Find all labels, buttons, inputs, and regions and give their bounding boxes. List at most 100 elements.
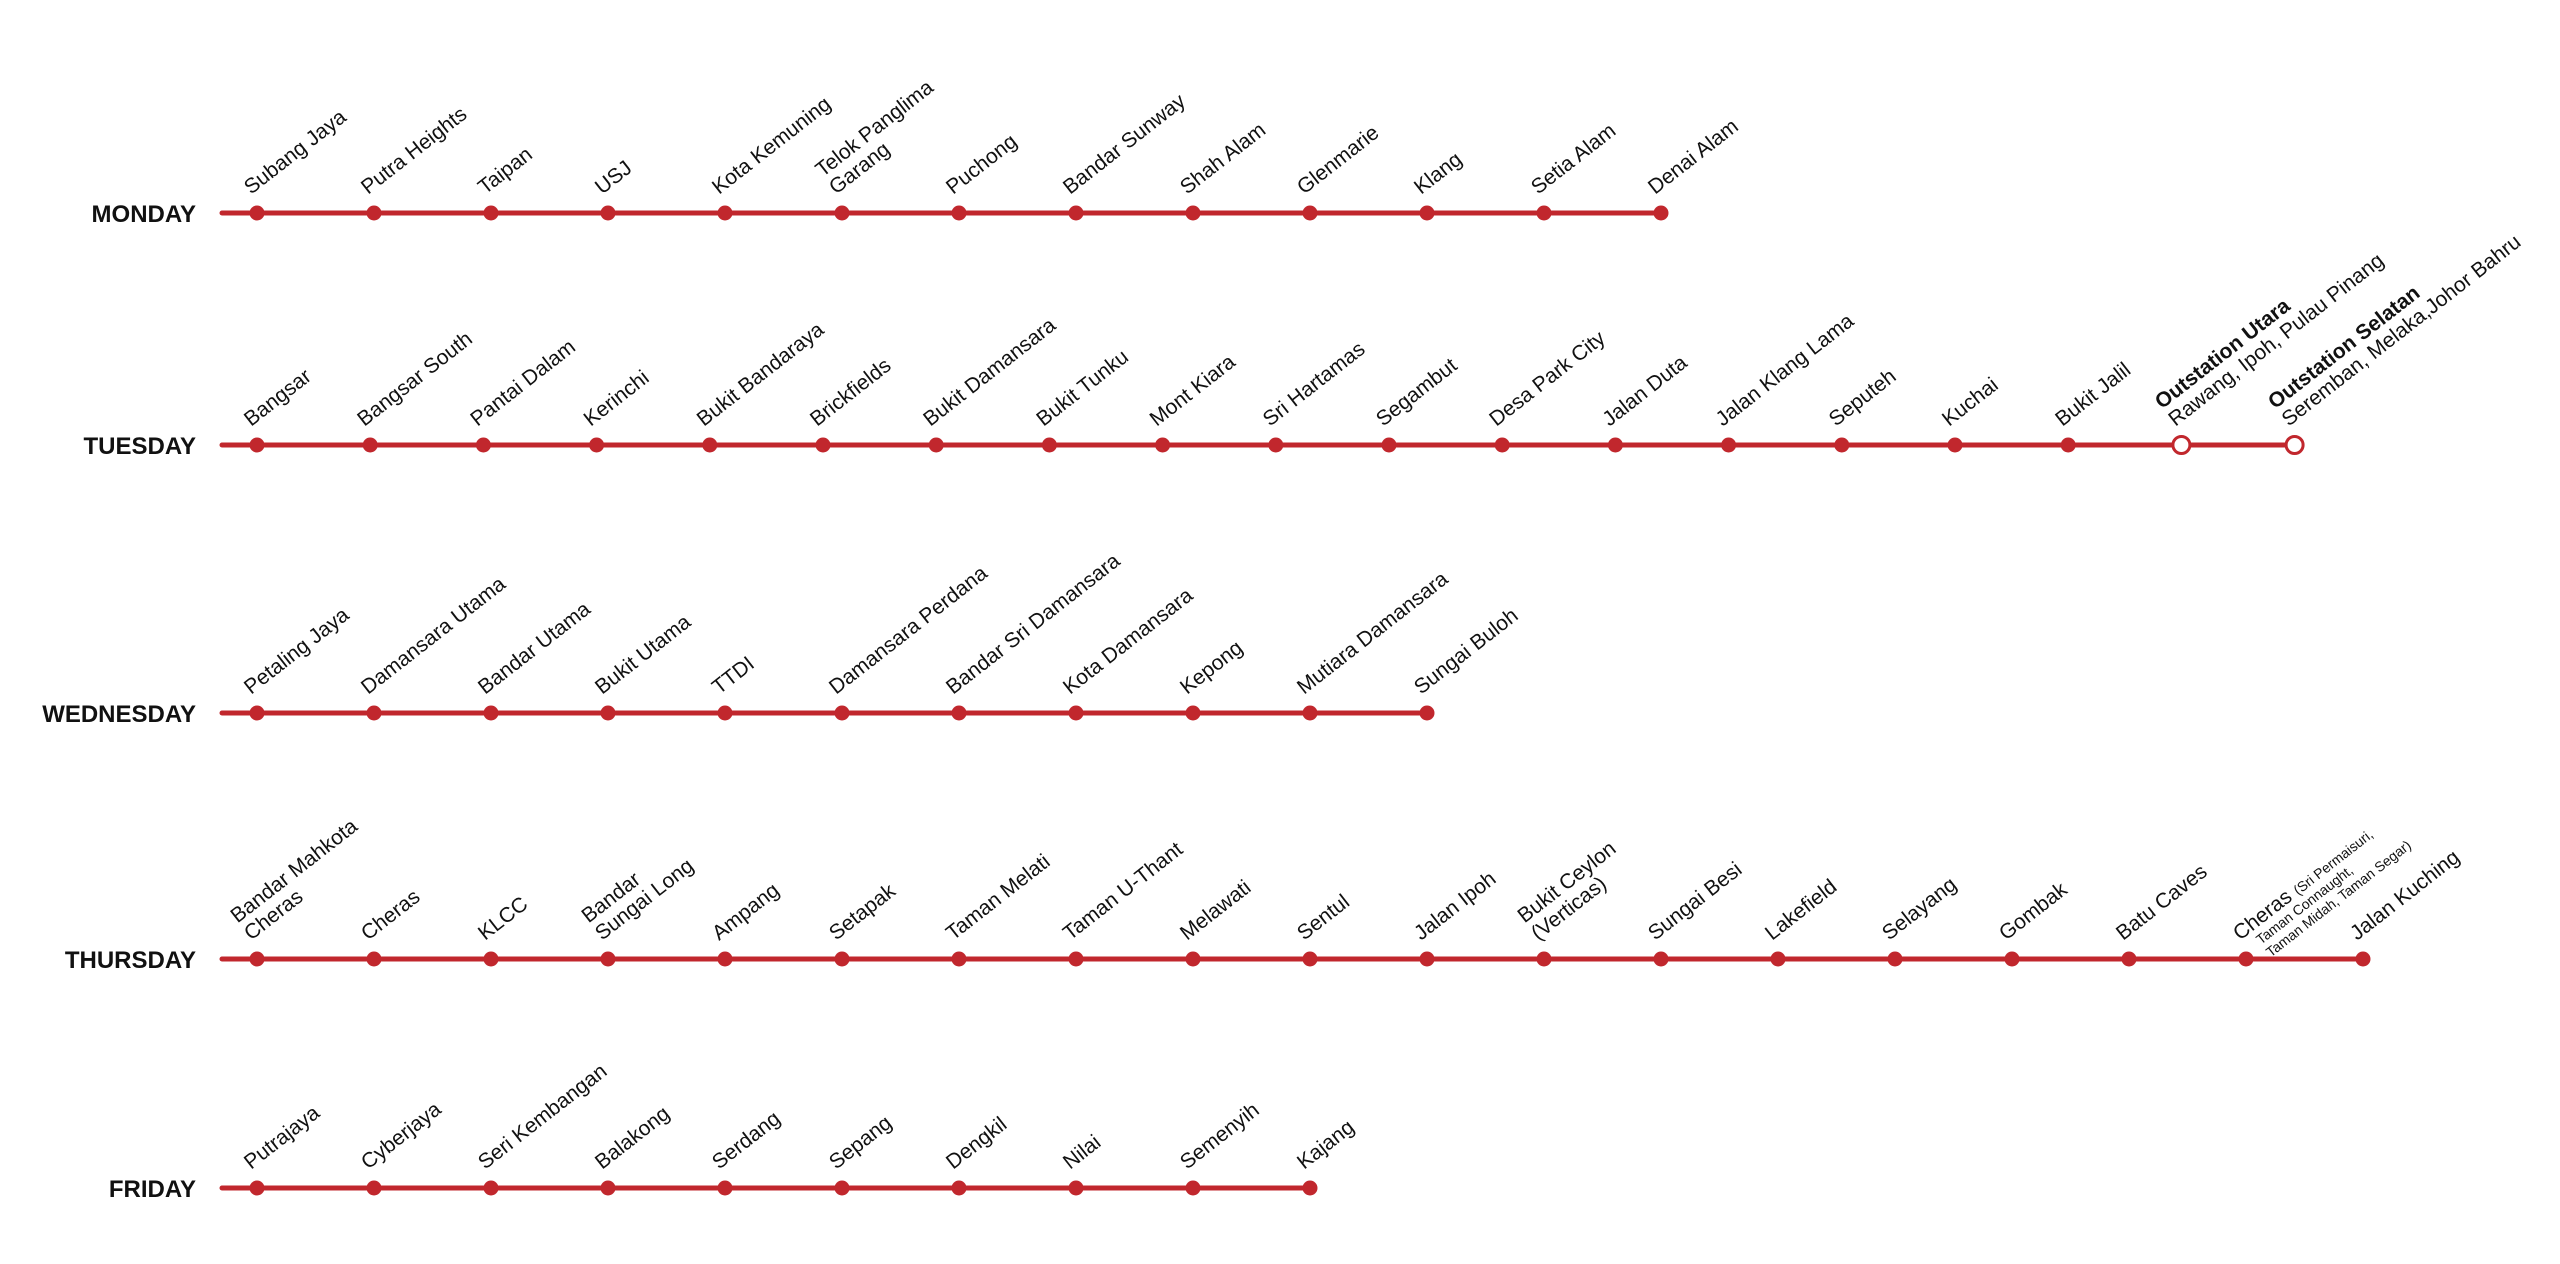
stop-label: Taipan <box>474 143 537 199</box>
stop-label: Serdang <box>708 1107 785 1174</box>
stop-label: Sentul <box>1293 890 1354 945</box>
stop-marker <box>1185 951 1201 967</box>
stop-jalan-ipoh: Jalan Ipoh <box>1410 867 1501 967</box>
stop-dengkil: Dengkil <box>942 1113 1011 1196</box>
stop-marker <box>475 437 491 453</box>
stop-label: Segambut <box>1372 354 1462 431</box>
stop-label: Jalan Ipoh <box>1410 867 1501 945</box>
stop-marker <box>1302 705 1318 721</box>
stop-label: Gombak <box>1995 878 2072 945</box>
stop-jalan-duta: Jalan Duta <box>1598 351 1692 453</box>
stop-kota-kemuning: Kota Kemuning <box>708 92 835 221</box>
stop-balakong: Balakong <box>591 1102 674 1196</box>
route-monday: MONDAY Subang Jaya Putra Heights Taipan USJ K… <box>92 76 1743 228</box>
stop-cheras: Cheras(Sri Permaisuri,Taman Connaught,Ta… <box>2229 826 2414 967</box>
stop-seri-kembangan: Seri Kembangan <box>474 1060 611 1196</box>
stop-taman-melati: Taman Melati <box>942 850 1054 967</box>
stop-brickfields: Brickfields <box>806 354 895 453</box>
stop-label: TTDI <box>708 652 759 699</box>
stop-bangsar-south: Bangsar South <box>353 327 477 453</box>
stop-marker <box>951 1180 967 1196</box>
stop-marker <box>1947 437 1963 453</box>
stop-klcc: KLCC <box>474 892 532 967</box>
stop-label: Bandar Utama <box>474 597 595 699</box>
day-label: THURSDAY <box>65 947 196 974</box>
stop-marker <box>1302 951 1318 967</box>
stop-marker <box>249 951 265 967</box>
stop-subang-jaya: Subang Jaya <box>240 105 351 221</box>
stop-label: Seputeh <box>1825 365 1901 431</box>
stop-label: USJ <box>591 156 636 199</box>
stop-sungai-buloh: Sungai Buloh <box>1410 604 1523 721</box>
stop-label: Shah Alam <box>1176 118 1270 199</box>
stop-marker <box>600 205 616 221</box>
stop-telok-panglima: Telok PanglimaGarang <box>811 76 951 221</box>
stop-marker <box>1419 951 1435 967</box>
stop-marker <box>1653 951 1669 967</box>
stop-label: Bangsar <box>240 365 316 431</box>
stop-label: Sri Hartamas <box>1259 337 1370 431</box>
stop-damansara-perdana: Damansara Perdana <box>825 561 992 721</box>
stop-cheras: Cheras <box>357 885 424 967</box>
stop-marker <box>1185 705 1201 721</box>
stop-shah-alam: Shah Alam <box>1176 118 1270 221</box>
stop-marker <box>2238 951 2254 967</box>
stop-selayang: Selayang <box>1878 873 1961 967</box>
stop-marker <box>1068 1180 1084 1196</box>
stop-label: Balakong <box>591 1102 674 1174</box>
stop-label: Bukit Jalil <box>2051 358 2135 431</box>
stop-taipan: Taipan <box>474 143 537 221</box>
stop-marker <box>483 205 499 221</box>
stop-label: Kepong <box>1176 636 1247 699</box>
stop-label: Desa Park City <box>1485 326 1610 431</box>
stop-marker <box>1494 437 1510 453</box>
stop-petaling-jaya: Petaling Jaya <box>240 603 354 721</box>
day-label: MONDAY <box>92 201 196 228</box>
stop-label: Bukit Tunku <box>1032 345 1133 431</box>
day-label: WEDNESDAY <box>42 701 196 728</box>
stop-label: Kajang <box>1293 1116 1359 1174</box>
stop-marker <box>600 705 616 721</box>
stop-marker <box>1302 1180 1318 1196</box>
stop-kota-damansara: Kota Damansara <box>1059 584 1198 721</box>
stop-mont-kiara: Mont Kiara <box>1146 350 1240 453</box>
stop-kuchai: Kuchai <box>1938 373 2003 453</box>
stop-marker <box>1419 205 1435 221</box>
stop-marker <box>1185 205 1201 221</box>
stop-label: Melawati <box>1176 876 1255 945</box>
stop-label: Kerinchi <box>580 366 654 431</box>
stop-marker <box>1381 437 1397 453</box>
stop-marker <box>249 705 265 721</box>
stop-label: BandarSungai Long <box>577 837 698 945</box>
stop-label: Denai Alam <box>1644 115 1743 199</box>
stop-label: Telok PanglimaGarang <box>811 76 951 199</box>
stop-marker <box>2121 951 2137 967</box>
stop-label: Bukit Ceylon(Verticas) <box>1513 837 1634 945</box>
stop-marker <box>1185 1180 1201 1196</box>
stop-sepang: Sepang <box>825 1111 896 1196</box>
stop-marker <box>249 437 265 453</box>
stop-marker <box>483 951 499 967</box>
stop-marker <box>1268 437 1284 453</box>
stop-marker <box>600 1180 616 1196</box>
stop-label: Sungai Besi <box>1644 858 1746 945</box>
stop-kepong: Kepong <box>1176 636 1247 721</box>
stop-label: Putrajaya <box>240 1101 324 1174</box>
stop-bukit-damansara: Bukit Damansara <box>919 313 1060 453</box>
stop-ampang: Ampang <box>708 879 784 967</box>
stop-label: Bukit Utama <box>591 610 696 699</box>
stop-marker <box>483 705 499 721</box>
stop-marker <box>1302 205 1318 221</box>
stop-sentul: Sentul <box>1293 890 1354 967</box>
stop-bukit-tunku: Bukit Tunku <box>1032 345 1133 453</box>
outstation-marker <box>2171 435 2192 455</box>
stop-label: Nilai <box>1059 1131 1105 1174</box>
stop-label: Lakefield <box>1761 875 1841 945</box>
stop-lakefield: Lakefield <box>1761 875 1841 967</box>
stop-serdang: Serdang <box>708 1107 785 1196</box>
stop-marker <box>951 951 967 967</box>
stop-marker <box>1041 437 1057 453</box>
